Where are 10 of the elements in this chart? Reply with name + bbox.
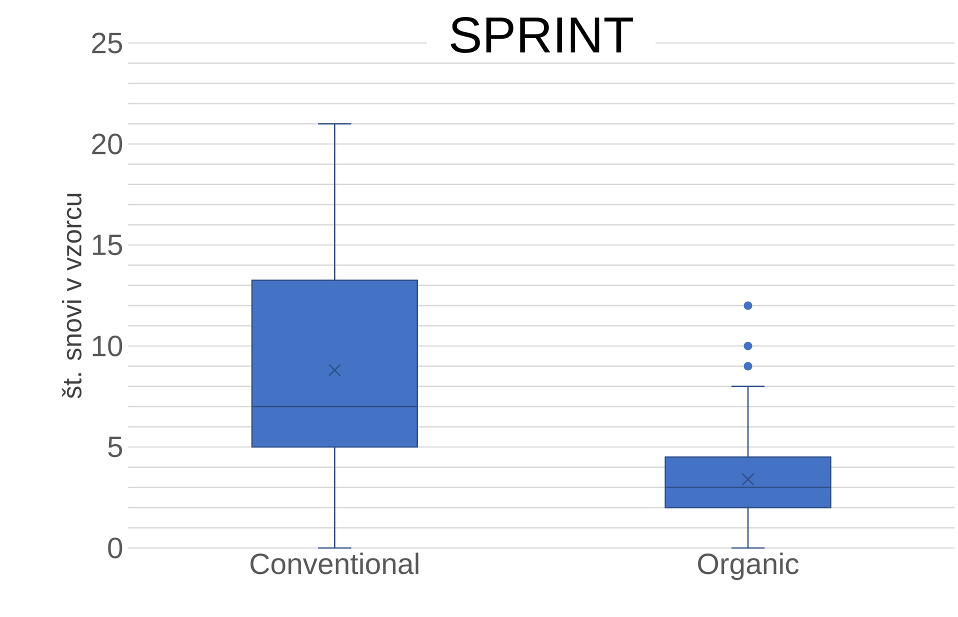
y-tick-label: 20: [92, 134, 122, 154]
y-tick-label: 0: [108, 538, 122, 558]
x-tick-label: Conventional: [250, 552, 418, 574]
y-tick-label: 5: [108, 436, 122, 458]
y-tick-label: 15: [92, 234, 122, 256]
y-tick-label: 25: [92, 32, 122, 54]
x-tick-label: Organic: [698, 552, 799, 580]
y-axis-title: št. snovi v vzorcu: [62, 194, 82, 398]
y-tick-label: 10: [92, 336, 122, 356]
chart-title: SPRINT: [450, 17, 634, 53]
